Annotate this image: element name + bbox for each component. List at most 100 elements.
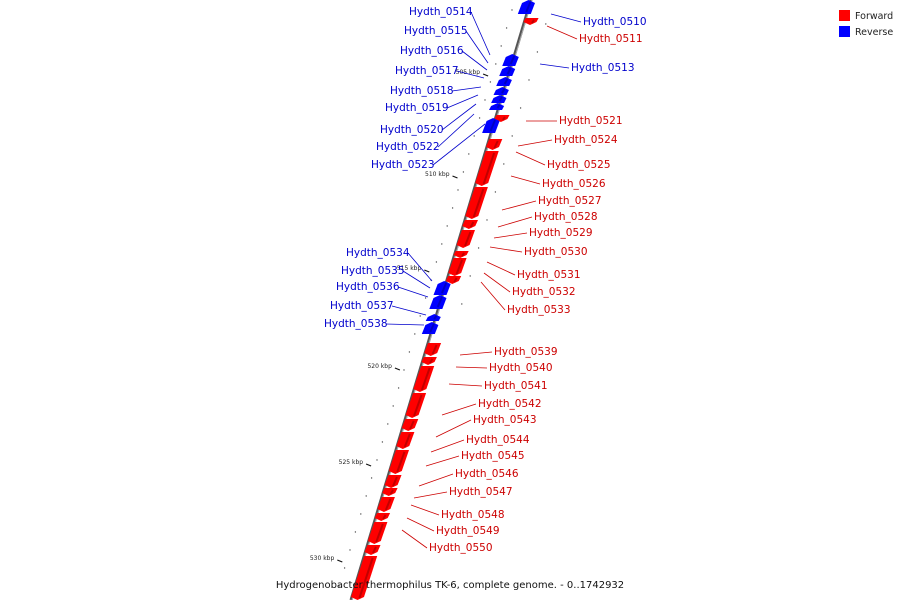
tick-mark [365, 463, 372, 467]
legend-forward-swatch [839, 10, 850, 21]
position-dot [511, 135, 513, 137]
forward-gene-block[interactable] [475, 151, 499, 186]
gene-label[interactable]: Hydth_0542 [478, 398, 542, 410]
gene-label[interactable]: Hydth_0533 [507, 304, 571, 316]
reverse-gene-block[interactable] [499, 66, 516, 76]
gene-block-shade [455, 259, 463, 275]
position-dot [365, 495, 367, 497]
reverse-gene-block[interactable] [493, 87, 509, 95]
gene-block-shade [382, 514, 387, 520]
leader-line [435, 419, 472, 438]
legend-reverse-label: Reverse [855, 27, 893, 38]
gene-block-shade [441, 282, 448, 294]
gene-label[interactable]: Hydth_0520 [380, 124, 444, 136]
gene-label[interactable]: Hydth_0519 [385, 102, 449, 114]
gene-label[interactable]: Hydth_0539 [494, 346, 558, 358]
gene-block-shade [375, 523, 384, 543]
leader-line [397, 286, 429, 298]
leader-line [401, 529, 428, 549]
leader-line [385, 323, 425, 326]
forward-gene-block[interactable] [421, 357, 437, 365]
gene-label[interactable]: Hydth_0517 [395, 65, 459, 77]
gene-label[interactable]: Hydth_0537 [330, 300, 394, 312]
gene-label[interactable]: Hydth_0514 [409, 6, 473, 18]
gene-label[interactable]: Hydth_0513 [571, 62, 635, 74]
leader-line [461, 50, 488, 71]
gene-label[interactable]: Hydth_0530 [524, 246, 588, 258]
gene-label[interactable]: Hydth_0521 [559, 115, 623, 127]
forward-gene-block[interactable] [364, 545, 381, 555]
gene-block-shade [469, 221, 475, 228]
gene-label[interactable]: Hydth_0550 [429, 542, 493, 554]
forward-gene-block[interactable] [523, 18, 539, 25]
tick-mark [482, 73, 489, 77]
gene-label[interactable]: Hydth_0524 [554, 134, 618, 146]
gene-label[interactable]: Hydth_0528 [534, 211, 598, 223]
gene-label[interactable]: Hydth_0541 [484, 380, 548, 392]
reverse-gene-block[interactable] [425, 314, 441, 321]
forward-gene-block[interactable] [494, 115, 510, 122]
gene-label[interactable]: Hydth_0522 [376, 141, 440, 153]
leader-line [402, 270, 431, 289]
gene-label[interactable]: Hydth_0544 [466, 434, 530, 446]
tick-mark [394, 367, 401, 371]
gene-block-shade [506, 67, 512, 75]
gene-label[interactable]: Hydth_0532 [512, 286, 576, 298]
gene-block-shade [420, 367, 431, 391]
gene-block-shade [503, 78, 509, 85]
leader-line [470, 11, 491, 56]
gene-label[interactable]: Hydth_0529 [529, 227, 593, 239]
leader-line [483, 272, 511, 293]
position-dot [419, 315, 421, 317]
gene-label[interactable]: Hydth_0511 [579, 33, 643, 45]
position-dot [408, 351, 411, 353]
gene-label[interactable]: Hydth_0527 [538, 195, 602, 207]
gene-label[interactable]: Hydth_0516 [400, 45, 464, 57]
gene-label[interactable]: Hydth_0518 [390, 85, 454, 97]
reverse-gene-block[interactable] [421, 322, 439, 334]
reverse-gene-block[interactable] [489, 103, 505, 110]
gene-label[interactable]: Hydth_0531 [517, 269, 581, 281]
gene-label[interactable]: Hydth_0547 [449, 486, 513, 498]
gene-label[interactable]: Hydth_0540 [489, 362, 553, 374]
gene-label[interactable]: Hydth_0538 [324, 318, 388, 330]
gene-label[interactable]: Hydth_0526 [542, 178, 606, 190]
position-dot [461, 303, 463, 305]
gene-block-shade [493, 140, 499, 149]
reverse-gene-block[interactable] [502, 54, 519, 66]
forward-gene-block[interactable] [445, 276, 462, 284]
forward-gene-block[interactable] [382, 488, 398, 496]
gene-label[interactable]: Hydth_0525 [547, 159, 611, 171]
position-dot [511, 9, 513, 11]
reverse-gene-block[interactable] [491, 95, 507, 103]
position-dots [338, 9, 547, 587]
gene-block-shade [433, 315, 438, 320]
gene-label[interactable]: Hydth_0549 [436, 525, 500, 537]
leader-line [546, 25, 578, 40]
gene-label[interactable]: Hydth_0534 [346, 247, 410, 259]
gene-label[interactable]: Hydth_0535 [341, 265, 405, 277]
gene-label[interactable]: Hydth_0536 [336, 281, 400, 293]
reverse-gene-block[interactable] [496, 77, 512, 86]
gene-block-shade [461, 252, 465, 257]
leader-line [489, 246, 523, 253]
gene-label[interactable]: Hydth_0548 [441, 509, 505, 521]
position-dot [451, 207, 454, 209]
forward-gene-block[interactable] [453, 251, 469, 258]
forward-gene-block[interactable] [374, 513, 391, 521]
gene-label[interactable]: Hydth_0546 [455, 468, 519, 480]
gene-label[interactable]: Hydth_0515 [404, 25, 468, 37]
gene-label[interactable]: Hydth_0523 [371, 159, 435, 171]
gene-label[interactable]: Hydth_0510 [583, 16, 647, 28]
position-dot [486, 219, 488, 221]
leader-line [441, 103, 477, 131]
position-dot [338, 585, 340, 587]
tick-label: 520 kbp [367, 363, 392, 370]
gene-label[interactable]: Hydth_0545 [461, 450, 525, 462]
forward-gene-block[interactable] [351, 556, 378, 600]
gene-block-shade [429, 323, 435, 333]
gene-block-shade [436, 296, 443, 308]
forward-gene-block[interactable] [462, 220, 478, 229]
gene-label[interactable]: Hydth_0543 [473, 414, 537, 426]
